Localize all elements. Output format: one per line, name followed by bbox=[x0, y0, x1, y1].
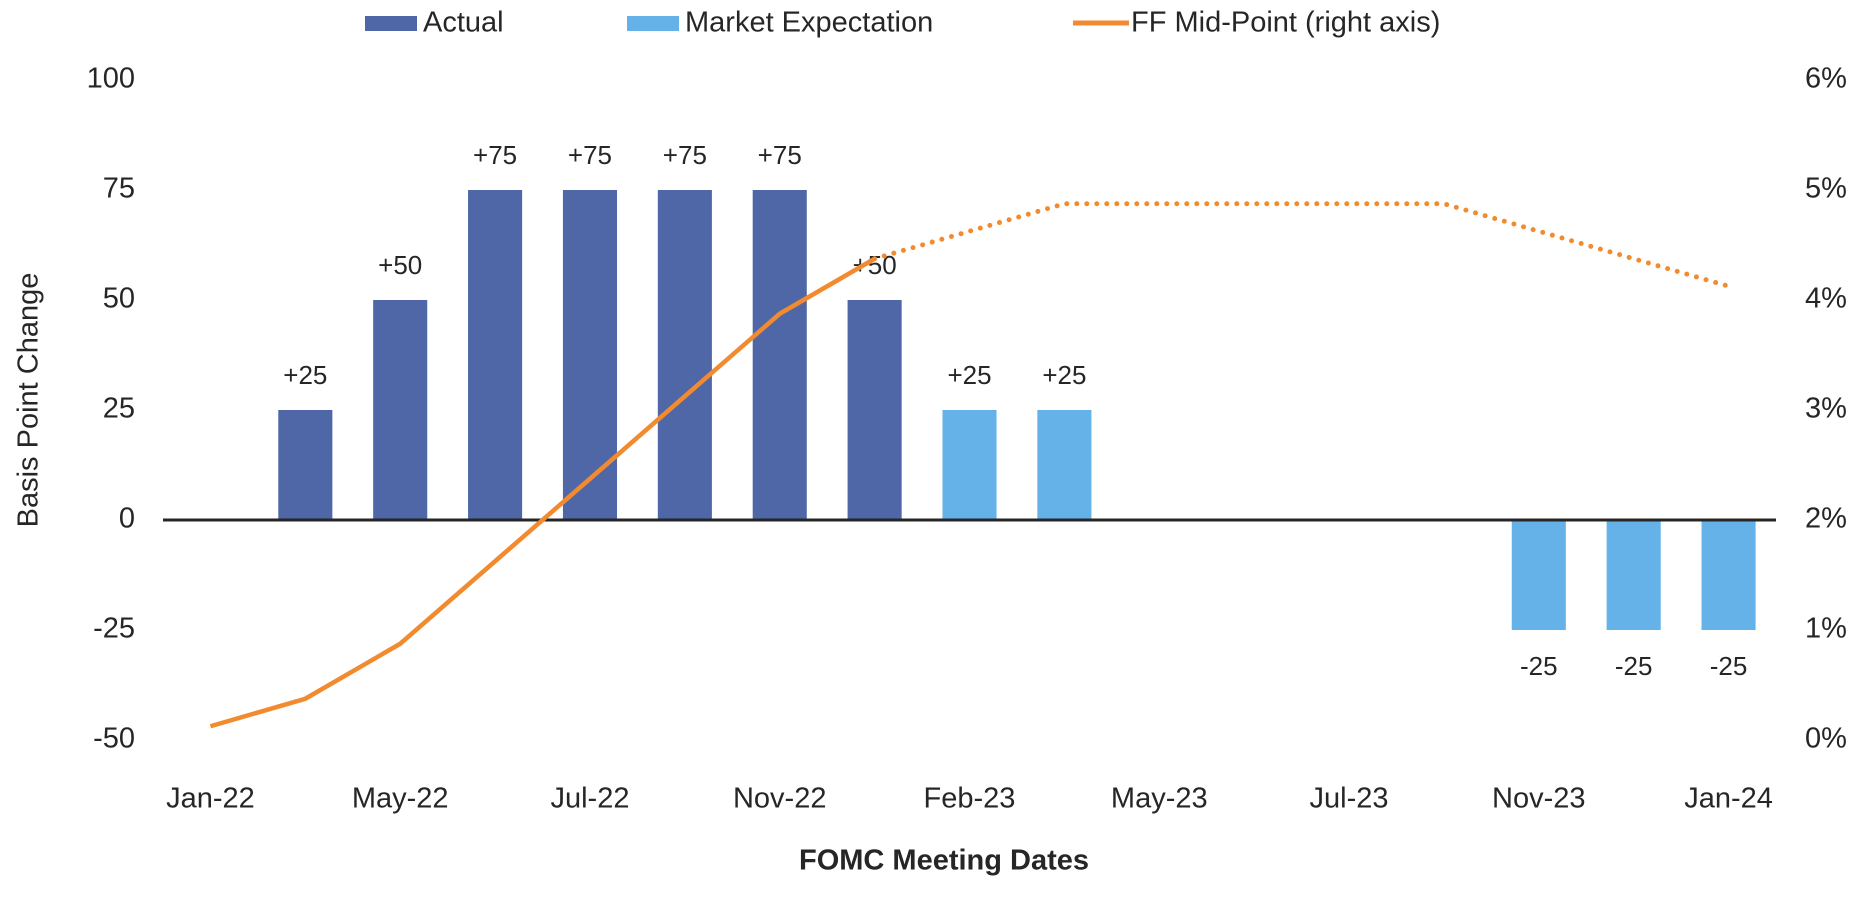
legend-label: FF Mid-Point (right axis) bbox=[1131, 7, 1440, 39]
y-tick-label: 0 bbox=[119, 503, 135, 535]
y2-tick-label: 1% bbox=[1805, 613, 1847, 645]
x-tick-label: Nov-23 bbox=[1492, 783, 1586, 815]
y-tick-label: -50 bbox=[93, 723, 135, 755]
x-tick-label: May-23 bbox=[1111, 783, 1208, 815]
x-tick-label: Jul-22 bbox=[550, 783, 629, 815]
y2-tick-label: 0% bbox=[1805, 723, 1847, 755]
bar bbox=[1037, 410, 1092, 520]
y2-tick-label: 6% bbox=[1805, 63, 1847, 95]
value-label: -25 bbox=[1615, 651, 1653, 681]
legend-label: Market Expectation bbox=[685, 7, 933, 39]
x-tick-label: Feb-23 bbox=[924, 783, 1016, 815]
line bbox=[872, 201, 1732, 289]
y2-tick-label: 3% bbox=[1805, 393, 1847, 425]
x-tick-label: May-22 bbox=[352, 783, 449, 815]
line bbox=[209, 256, 876, 729]
y-axis-title: Basis Point Change bbox=[13, 273, 45, 528]
y-tick-label: 25 bbox=[103, 393, 135, 425]
y2-tick-label: 2% bbox=[1805, 503, 1847, 535]
bar bbox=[278, 410, 333, 520]
x-tick-label: Jan-22 bbox=[166, 783, 255, 815]
y-tick-label: -25 bbox=[93, 613, 135, 645]
bar bbox=[373, 300, 428, 520]
y2-tick-label: 4% bbox=[1805, 283, 1847, 315]
value-label: +50 bbox=[378, 250, 422, 280]
x-tick-label: Jul-23 bbox=[1310, 783, 1389, 815]
value-label: +25 bbox=[947, 360, 991, 390]
value-label: +50 bbox=[853, 250, 897, 280]
y-tick-label: 75 bbox=[103, 173, 135, 205]
legend-label: Actual bbox=[423, 7, 504, 39]
x-tick-label: Nov-22 bbox=[733, 783, 827, 815]
bar bbox=[1606, 520, 1661, 630]
value-label: +25 bbox=[283, 360, 327, 390]
bar bbox=[942, 410, 997, 520]
x-tick-label: Jan-24 bbox=[1684, 783, 1773, 815]
x-axis-title: FOMC Meeting Dates bbox=[799, 845, 1089, 877]
legend-swatch bbox=[365, 16, 417, 31]
legend-swatch bbox=[627, 16, 679, 31]
value-label: +75 bbox=[568, 140, 612, 170]
bar bbox=[657, 190, 712, 520]
value-label: -25 bbox=[1710, 651, 1748, 681]
bar bbox=[1701, 520, 1756, 630]
bar bbox=[847, 300, 902, 520]
value-label: +75 bbox=[473, 140, 517, 170]
y2-tick-label: 5% bbox=[1805, 173, 1847, 205]
value-label: -25 bbox=[1520, 651, 1558, 681]
y-tick-label: 50 bbox=[103, 283, 135, 315]
y-tick-label: 100 bbox=[87, 63, 135, 95]
bar bbox=[468, 190, 523, 520]
value-label: +75 bbox=[663, 140, 707, 170]
bar bbox=[752, 190, 807, 520]
bar bbox=[562, 190, 618, 520]
value-label: +25 bbox=[1042, 360, 1086, 390]
value-label: +75 bbox=[758, 140, 802, 170]
bar bbox=[1511, 520, 1566, 630]
